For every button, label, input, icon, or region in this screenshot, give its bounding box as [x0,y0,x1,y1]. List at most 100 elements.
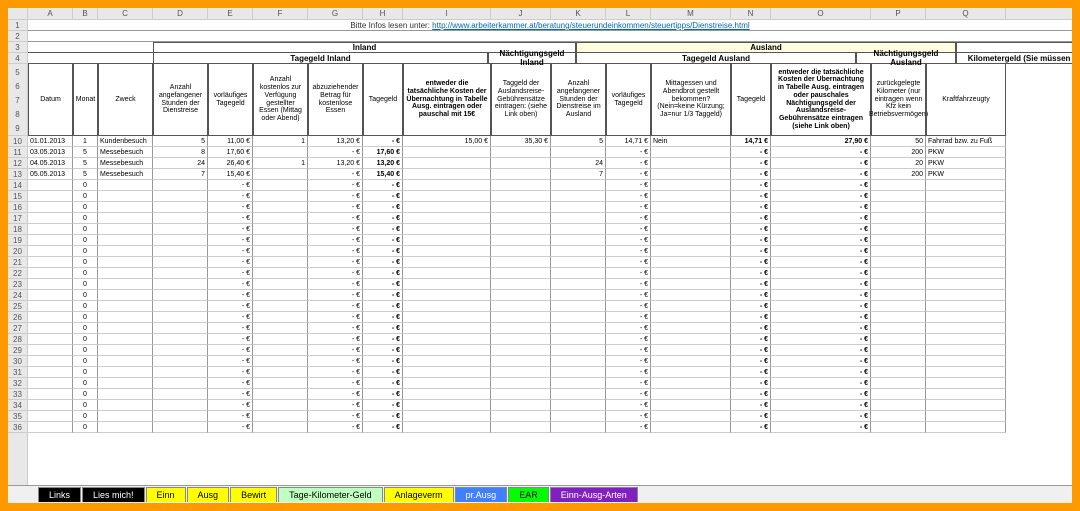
cell[interactable]: - € [771,400,871,411]
cell[interactable] [551,191,606,202]
cell[interactable]: - € [208,400,253,411]
table-row[interactable]: 0- €- €- €- €- €- € [28,367,1072,378]
cell[interactable]: 17,60 € [208,147,253,158]
cell[interactable] [871,411,926,422]
sheet-tab[interactable]: Tage-Kilometer-Geld [278,487,383,502]
row-number[interactable]: 34 [8,400,27,411]
cell[interactable] [871,191,926,202]
cell[interactable] [651,147,731,158]
cell[interactable]: - € [771,202,871,213]
cell[interactable] [926,268,1006,279]
cell[interactable] [651,301,731,312]
cell[interactable] [253,147,308,158]
cell[interactable] [28,389,73,400]
cell[interactable]: - € [771,147,871,158]
cell[interactable]: - € [606,323,651,334]
sheet-tab[interactable]: Anlageverm [384,487,454,502]
cell[interactable]: - € [771,345,871,356]
cell[interactable]: - € [771,334,871,345]
cell[interactable]: - € [308,268,363,279]
cell[interactable]: 15,00 € [403,136,491,147]
cell[interactable]: - € [771,301,871,312]
cell[interactable] [551,147,606,158]
cell[interactable] [871,257,926,268]
cell[interactable] [551,422,606,433]
cell[interactable]: - € [308,213,363,224]
cell[interactable]: - € [731,180,771,191]
cell[interactable]: - € [606,279,651,290]
cell[interactable]: Messebesuch [98,158,153,169]
cell[interactable]: - € [771,169,871,180]
cell[interactable]: - € [731,169,771,180]
cell[interactable] [651,389,731,400]
cell[interactable]: - € [771,246,871,257]
table-row[interactable]: 01.01.20131Kundenbesuch511,00 €113,20 €-… [28,136,1072,147]
cell[interactable] [871,224,926,235]
cell[interactable]: - € [208,279,253,290]
cell[interactable] [491,147,551,158]
cell[interactable]: 0 [73,334,98,345]
cell[interactable] [28,400,73,411]
cell[interactable] [403,334,491,345]
cell[interactable] [28,378,73,389]
cell[interactable]: 17,60 € [363,147,403,158]
col-letter[interactable]: K [551,8,606,19]
table-row[interactable]: 0- €- €- €- €- €- € [28,422,1072,433]
cell[interactable] [491,356,551,367]
cell[interactable]: - € [731,202,771,213]
cell[interactable] [551,180,606,191]
cell[interactable]: 13,20 € [363,158,403,169]
cell[interactable]: 0 [73,301,98,312]
cell[interactable] [253,290,308,301]
cell[interactable]: - € [363,279,403,290]
cell[interactable]: - € [363,224,403,235]
cell[interactable] [551,356,606,367]
cell[interactable]: 8 [153,147,208,158]
cell[interactable]: 0 [73,312,98,323]
cell[interactable] [153,411,208,422]
cell[interactable] [253,334,308,345]
cell[interactable]: Messebesuch [98,169,153,180]
cell[interactable]: - € [308,301,363,312]
cell[interactable] [551,290,606,301]
cell[interactable] [253,268,308,279]
cell[interactable] [651,345,731,356]
cell[interactable] [551,279,606,290]
cell[interactable] [98,367,153,378]
cell[interactable]: - € [363,191,403,202]
cell[interactable]: - € [771,279,871,290]
cell[interactable]: - € [308,345,363,356]
cell[interactable] [551,268,606,279]
cell[interactable]: 50 [871,136,926,147]
cell[interactable]: - € [363,356,403,367]
cell[interactable]: - € [308,367,363,378]
cell[interactable]: - € [363,257,403,268]
row-number[interactable]: 32 [8,378,27,389]
cell[interactable] [491,334,551,345]
cell[interactable] [871,235,926,246]
cell[interactable]: - € [731,323,771,334]
cell[interactable] [651,334,731,345]
cell[interactable] [551,257,606,268]
cell[interactable]: PKW [926,169,1006,180]
col-letter[interactable]: O [771,8,871,19]
cell[interactable] [28,312,73,323]
cell[interactable] [551,378,606,389]
cell[interactable]: - € [771,312,871,323]
cell[interactable]: - € [308,235,363,246]
cell[interactable] [491,246,551,257]
cell[interactable] [871,334,926,345]
cell[interactable]: 1 [73,136,98,147]
cell[interactable]: - € [771,378,871,389]
cell[interactable] [491,191,551,202]
cell[interactable]: - € [208,356,253,367]
cell[interactable]: 04.05.2013 [28,158,73,169]
cell[interactable]: 200 [871,169,926,180]
cell[interactable]: - € [731,356,771,367]
col-letter[interactable]: H [363,8,403,19]
cell[interactable] [28,334,73,345]
cell[interactable] [491,378,551,389]
cell[interactable]: Kundenbesuch [98,136,153,147]
cell[interactable] [98,268,153,279]
cell[interactable]: - € [731,147,771,158]
